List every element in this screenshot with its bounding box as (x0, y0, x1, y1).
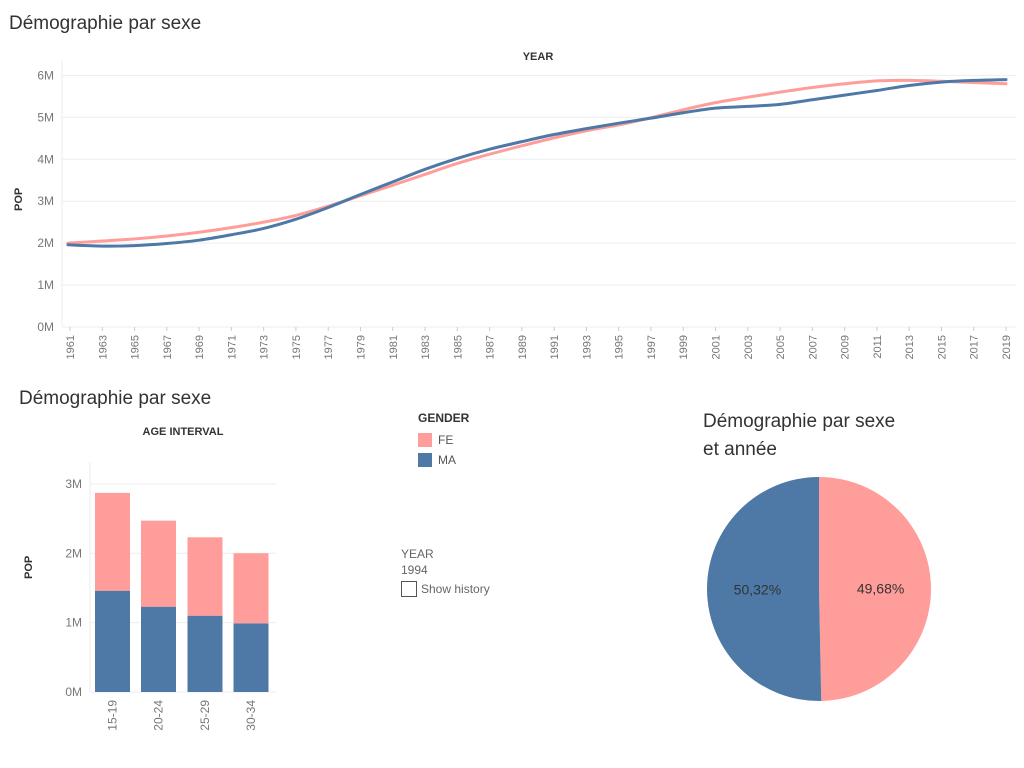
line-chart-x-tick: 2015 (936, 335, 948, 359)
pie-label-fe: 49,68% (857, 580, 904, 596)
line-chart-x-tick: 2013 (904, 335, 916, 359)
pie-chart[interactable]: 49,68% 50,32% (689, 459, 949, 719)
line-chart-x-tick: 1991 (549, 335, 561, 359)
line-chart-x-tick: 1979 (355, 335, 367, 359)
bar-15-19-fe (95, 492, 130, 591)
line-chart-x-tick: 2019 (1001, 335, 1013, 359)
line-chart-x-tick: 1977 (323, 335, 335, 359)
bar-20-24-fe (141, 520, 176, 607)
line-chart-x-tick: 1961 (65, 335, 77, 359)
line-chart-x-tick: 2005 (775, 335, 787, 359)
pie-slice-fe (819, 477, 931, 701)
bar-30-34-fe (233, 553, 269, 624)
line-chart-x-tick: 1963 (97, 335, 109, 359)
line-chart-x-tick: 1993 (581, 335, 593, 359)
line-chart-y-tick: 2M (37, 236, 54, 250)
line-chart-x-tick: 1987 (485, 335, 497, 359)
line-chart-x-tick: 1975 (291, 335, 303, 359)
line-chart-x-tick: 2007 (807, 335, 819, 359)
pie-title-line-1: Démographie par sexe (703, 411, 896, 432)
line-chart-x-tick: 1989 (517, 335, 529, 359)
line-chart-x-tick: 1995 (614, 335, 626, 359)
line-chart-x-tick: 2011 (872, 335, 884, 359)
line-chart-x-tick: 1999 (678, 335, 690, 359)
legend-item-fe[interactable]: FE (418, 430, 469, 450)
legend-label-ma: MA (438, 453, 456, 467)
legend-swatch-ma (418, 453, 432, 467)
bar-15-19-ma (95, 590, 130, 692)
line-chart-x-tick: 1967 (162, 335, 174, 359)
legend-item-ma[interactable]: MA (418, 450, 469, 470)
bar-30-34-ma (233, 623, 269, 692)
pie-slice-ma (706, 477, 822, 701)
pie-title-line-2: et année (703, 439, 777, 460)
line-chart-x-tick: 1981 (388, 335, 400, 359)
line-chart-x-tick: 1969 (194, 335, 206, 359)
line-series-ma (66, 78, 1008, 248)
bar-chart-x-tick: 20-24 (152, 700, 166, 731)
year-filter-label: YEAR (401, 547, 434, 561)
show-history-label: Show history (421, 582, 490, 596)
year-filter-value[interactable]: 1994 (401, 563, 428, 577)
line-chart[interactable]: 0M 1M 2M 3M 4M 5M 6M 1961 1963 1965 1967 1969 1971 19… (0, 0, 1024, 380)
legend-swatch-fe (418, 433, 432, 447)
bar-chart-x-tick: 30-34 (244, 700, 258, 731)
line-chart-x-tick: 1983 (420, 335, 432, 359)
line-chart-x-tick: 1973 (259, 335, 271, 359)
bar-chart-y-tick: 0M (65, 685, 82, 699)
legend-title: GENDER (418, 411, 470, 425)
bar-chart-title: Démographie par sexe (19, 388, 212, 409)
line-chart-column-header: YEAR (522, 51, 554, 63)
gender-legend: GENDER FE MA (418, 411, 469, 470)
line-chart-x-tick: 1971 (226, 335, 238, 359)
line-chart-y-tick: 4M (37, 152, 54, 166)
line-chart-y-tick: 5M (37, 110, 54, 124)
bar-25-29-fe (187, 537, 223, 616)
line-chart-y-tick: 0M (37, 320, 54, 334)
pie-label-ma: 50,32% (734, 582, 781, 598)
bar-25-29-ma (187, 615, 223, 692)
line-chart-x-tick: 1965 (130, 335, 142, 359)
line-chart-x-tick: 2001 (711, 335, 723, 359)
legend-label-fe: FE (438, 433, 454, 447)
bar-chart-y-tick: 2M (65, 546, 82, 560)
show-history-checkbox[interactable] (401, 581, 417, 597)
line-chart-x-tick: 2009 (840, 335, 852, 359)
bar-chart-x-tick: 15-19 (106, 700, 120, 731)
bar-chart-y-tick: 3M (65, 477, 82, 491)
bar-chart-x-tick: 25-29 (198, 700, 212, 731)
bar-chart-y-tick: 1M (65, 616, 82, 630)
line-chart-x-tick: 1997 (646, 335, 658, 359)
line-chart-y-tick: 6M (37, 68, 54, 82)
line-series-fe (66, 78, 1008, 245)
line-chart-x-tick: 1985 (452, 335, 464, 359)
line-chart-x-tick: 2017 (969, 335, 981, 359)
line-chart-y-tick: 1M (37, 278, 54, 292)
bar-chart-column-header: AGE INTERVAL (142, 426, 224, 438)
bar-20-24-ma (141, 606, 176, 692)
bar-chart[interactable]: 0M 1M 2M 3M 15-19 20-24 25-29 30-34 (0, 408, 300, 768)
line-chart-y-tick: 3M (37, 194, 54, 208)
pie-chart-title: Démographie par sexe et année (703, 408, 895, 464)
top-chart-title: Démographie par sexe (9, 13, 202, 34)
year-filter: YEAR 1994 Show history (401, 546, 490, 597)
line-chart-x-tick: 2003 (743, 335, 755, 359)
